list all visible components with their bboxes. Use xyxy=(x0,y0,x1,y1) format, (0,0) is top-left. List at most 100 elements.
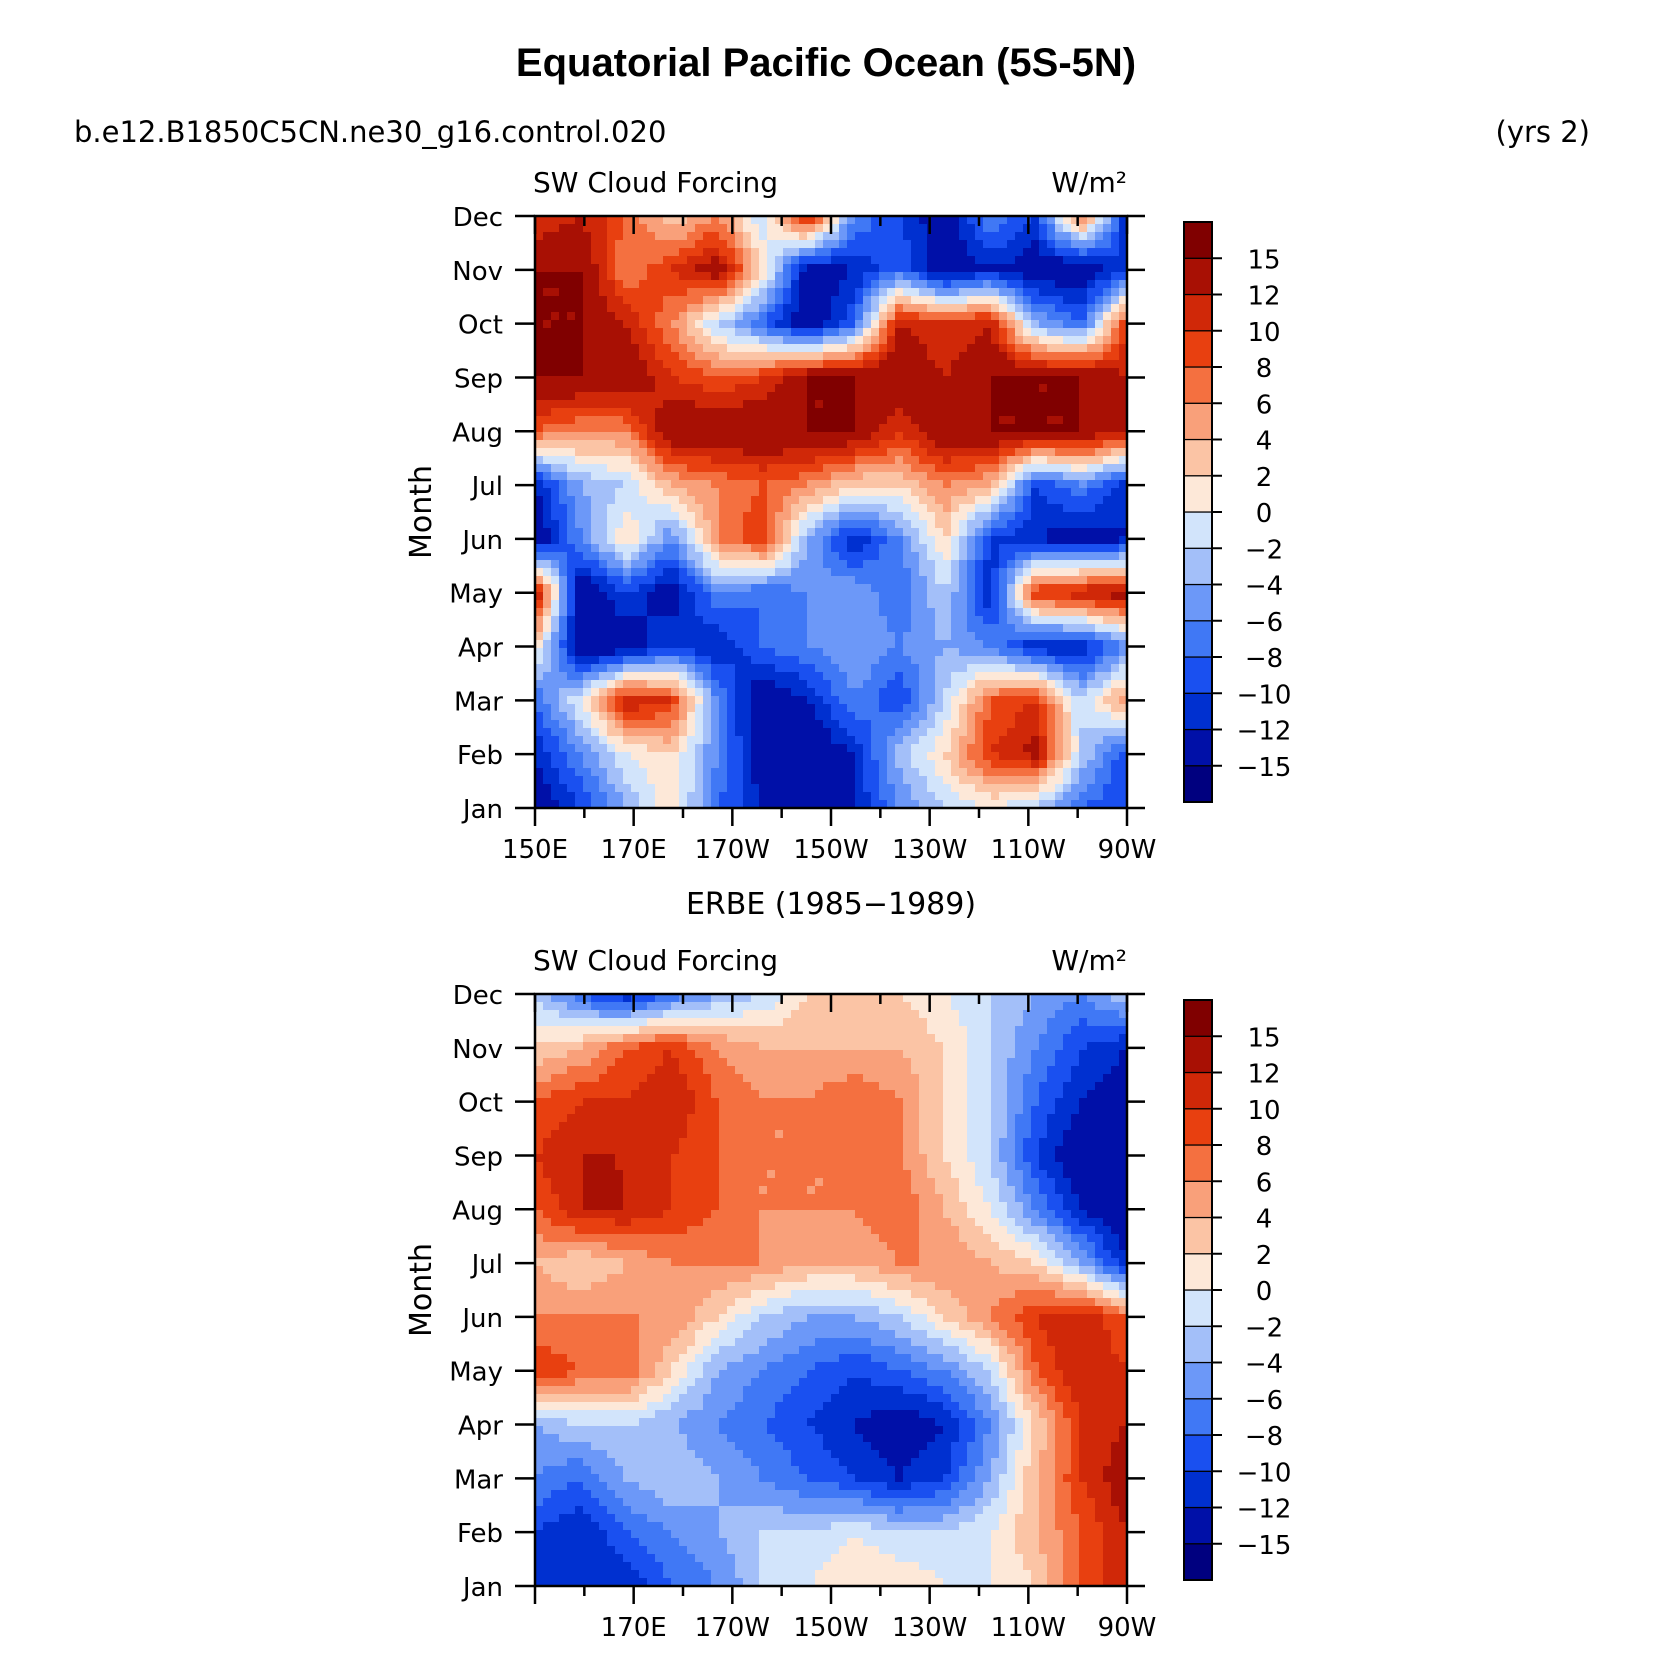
heatmap-cell xyxy=(759,632,768,641)
heatmap-cell xyxy=(807,568,816,577)
heatmap-cell xyxy=(839,576,848,585)
heatmap-cell xyxy=(1119,424,1128,433)
heatmap-cell xyxy=(1031,728,1040,737)
heatmap-cell xyxy=(1023,696,1032,705)
heatmap-cell xyxy=(671,272,680,281)
heatmap-cell xyxy=(823,608,832,617)
heatmap-cell xyxy=(1047,584,1056,593)
heatmap-cell xyxy=(575,552,584,561)
heatmap-cell xyxy=(535,376,544,385)
heatmap-cell xyxy=(687,576,696,585)
heatmap-cell xyxy=(903,600,912,609)
heatmap-cell xyxy=(959,728,968,737)
heatmap-cell xyxy=(887,272,896,281)
heatmap-cell xyxy=(1055,720,1064,729)
heatmap-cell xyxy=(1071,552,1080,561)
heatmap-cell xyxy=(895,568,904,577)
heatmap-cell xyxy=(663,248,672,257)
heatmap-cell xyxy=(823,296,832,305)
heatmap-cell xyxy=(535,424,544,433)
heatmap-cell xyxy=(655,512,664,521)
heatmap-cell xyxy=(903,736,912,745)
heatmap-cell xyxy=(967,360,976,369)
heatmap-cell xyxy=(935,224,944,233)
heatmap-cell xyxy=(855,744,864,753)
heatmap-cell xyxy=(871,616,880,625)
heatmap-cell xyxy=(775,496,784,505)
heatmap-cell xyxy=(687,720,696,729)
heatmap-cell xyxy=(711,664,720,673)
heatmap-cell xyxy=(1087,224,1096,233)
heatmap-cell xyxy=(903,448,912,457)
heatmap-cell xyxy=(559,344,568,353)
heatmap-cell xyxy=(703,264,712,273)
heatmap-cell xyxy=(1023,384,1032,393)
heatmap-cell xyxy=(983,728,992,737)
heatmap-cell xyxy=(615,664,624,673)
heatmap-cell xyxy=(887,232,896,241)
heatmap-cell xyxy=(1039,360,1048,369)
heatmap-cell xyxy=(615,424,624,433)
heatmap-cell xyxy=(551,648,560,657)
heatmap-cell xyxy=(1119,216,1128,225)
heatmap-cell xyxy=(1007,336,1016,345)
heatmap-cell xyxy=(1055,624,1064,633)
heatmap-cell xyxy=(735,368,744,377)
heatmap-cell xyxy=(775,400,784,409)
heatmap-cell xyxy=(983,512,992,521)
heatmap-cell xyxy=(631,656,640,665)
heatmap-cell xyxy=(879,504,888,513)
heatmap-cell xyxy=(735,256,744,265)
heatmap-cell xyxy=(799,408,808,417)
heatmap-cell xyxy=(767,672,776,681)
heatmap-cell xyxy=(671,752,680,761)
heatmap-cell xyxy=(1111,488,1120,497)
heatmap-cell xyxy=(1119,696,1128,705)
heatmap-cell xyxy=(911,480,920,489)
heatmap-cell xyxy=(719,440,728,449)
heatmap-cell xyxy=(543,432,552,441)
heatmap-cell xyxy=(895,744,904,753)
heatmap-cell xyxy=(559,560,568,569)
heatmap-cell xyxy=(903,624,912,633)
heatmap-cell xyxy=(919,520,928,529)
heatmap-cell xyxy=(863,248,872,257)
heatmap-cell xyxy=(1039,560,1048,569)
heatmap-cell xyxy=(567,456,576,465)
heatmap-cell xyxy=(1119,352,1128,361)
heatmap-cell xyxy=(575,584,584,593)
heatmap-cell xyxy=(695,240,704,249)
heatmap-cell xyxy=(567,488,576,497)
heatmap-cell xyxy=(567,216,576,225)
heatmap-cell xyxy=(1039,512,1048,521)
heatmap-cell xyxy=(831,712,840,721)
heatmap-cell xyxy=(959,664,968,673)
heatmap-cell xyxy=(767,248,776,257)
heatmap-cell xyxy=(583,664,592,673)
heatmap-cell xyxy=(1111,472,1120,481)
heatmap-cell xyxy=(647,392,656,401)
heatmap-cell xyxy=(1015,392,1024,401)
heatmap-cell xyxy=(639,296,648,305)
heatmap-cell xyxy=(743,584,752,593)
heatmap-cell xyxy=(807,576,816,585)
heatmap-cell xyxy=(639,456,648,465)
heatmap-cell xyxy=(687,544,696,553)
heatmap-cell xyxy=(639,616,648,625)
heatmap-cell xyxy=(711,400,720,409)
heatmap-cell xyxy=(799,608,808,617)
heatmap-cell xyxy=(919,648,928,657)
heatmap-cell xyxy=(695,288,704,297)
heatmap-cell xyxy=(1023,632,1032,641)
heatmap-cell xyxy=(839,376,848,385)
heatmap-cell xyxy=(1047,616,1056,625)
heatmap-cell xyxy=(943,656,952,665)
heatmap-cell xyxy=(999,664,1008,673)
heatmap-cell xyxy=(727,392,736,401)
heatmap-cell xyxy=(583,648,592,657)
heatmap-cell xyxy=(719,272,728,281)
heatmap-cell xyxy=(1111,240,1120,249)
heatmap-cell xyxy=(655,336,664,345)
heatmap-cell xyxy=(839,360,848,369)
heatmap-cell xyxy=(599,408,608,417)
